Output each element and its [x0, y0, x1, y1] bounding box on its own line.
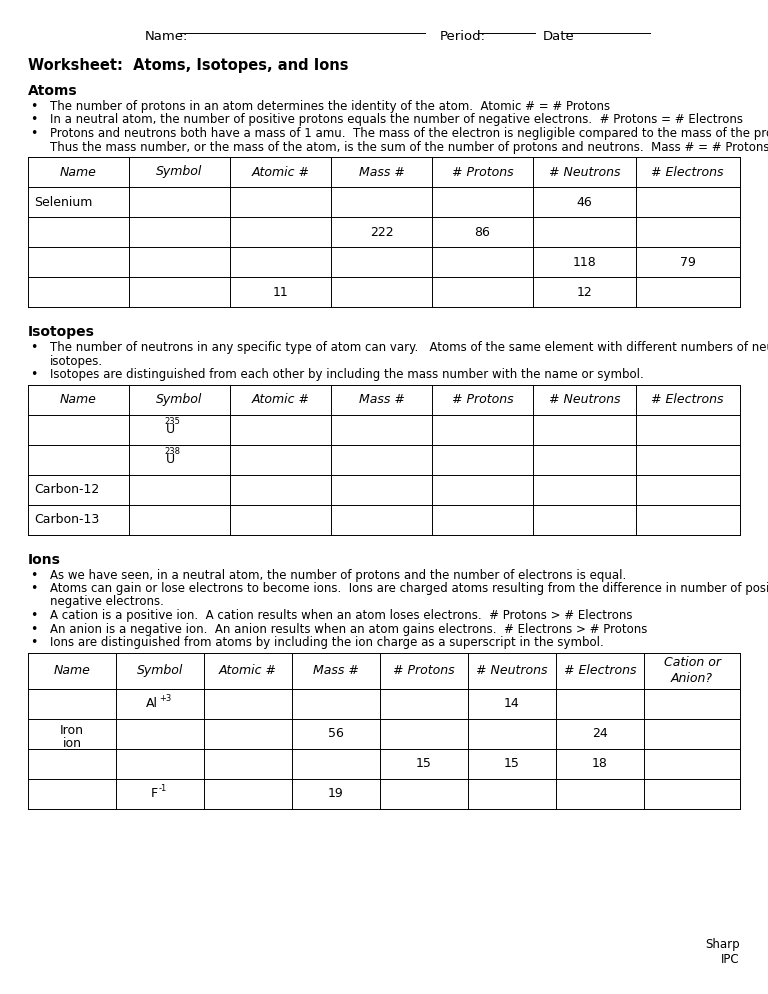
Text: •: • — [30, 569, 38, 581]
Text: •: • — [30, 113, 38, 126]
Text: Mass #: Mass # — [359, 165, 405, 179]
Text: Atoms: Atoms — [28, 84, 78, 98]
Text: Protons and neutrons both have a mass of 1 amu.  The mass of the electron is neg: Protons and neutrons both have a mass of… — [50, 127, 768, 140]
Text: 86: 86 — [475, 226, 491, 239]
Text: Carbon-12: Carbon-12 — [34, 483, 99, 496]
Text: A cation is a positive ion.  A cation results when an atom loses electrons.  # P: A cation is a positive ion. A cation res… — [50, 609, 633, 622]
Text: Atoms can gain or lose electrons to become ions.  Ions are charged atoms resulti: Atoms can gain or lose electrons to beco… — [50, 582, 768, 595]
Text: 12: 12 — [577, 285, 592, 298]
Text: Isotopes: Isotopes — [28, 325, 95, 339]
Text: Atomic #: Atomic # — [251, 393, 310, 406]
Text: Isotopes are distinguished from each other by including the mass number with the: Isotopes are distinguished from each oth… — [50, 368, 644, 381]
Text: Ions: Ions — [28, 553, 61, 567]
Text: An anion is a negative ion.  An anion results when an atom gains electrons.  # E: An anion is a negative ion. An anion res… — [50, 622, 647, 635]
Text: 15: 15 — [504, 757, 520, 770]
Text: -1: -1 — [159, 784, 167, 793]
Text: U: U — [167, 453, 175, 466]
Text: As we have seen, in a neutral atom, the number of protons and the number of elec: As we have seen, in a neutral atom, the … — [50, 569, 626, 581]
Text: Name:: Name: — [145, 30, 188, 43]
Text: Carbon-13: Carbon-13 — [34, 513, 99, 526]
Text: Name: Name — [54, 664, 91, 677]
Text: Sharp
IPC: Sharp IPC — [705, 938, 740, 966]
Text: U: U — [167, 423, 175, 436]
Text: •: • — [30, 341, 38, 354]
Text: •: • — [30, 609, 38, 622]
Text: In a neutral atom, the number of positive protons equals the number of negative : In a neutral atom, the number of positiv… — [50, 113, 743, 126]
Text: Selenium: Selenium — [34, 196, 92, 209]
Text: Al: Al — [146, 697, 158, 710]
Text: •: • — [30, 622, 38, 635]
Text: Worksheet:  Atoms, Isotopes, and Ions: Worksheet: Atoms, Isotopes, and Ions — [28, 58, 349, 73]
Text: 11: 11 — [273, 285, 288, 298]
Text: ion: ion — [62, 737, 81, 750]
Text: Mass #: Mass # — [313, 664, 359, 677]
Text: Cation or
Anion?: Cation or Anion? — [664, 656, 720, 685]
Text: Atomic #: Atomic # — [219, 664, 277, 677]
Text: Symbol: Symbol — [157, 393, 203, 406]
Text: •: • — [30, 368, 38, 381]
Text: Symbol: Symbol — [137, 664, 184, 677]
Text: # Neutrons: # Neutrons — [476, 664, 548, 677]
Text: Name: Name — [60, 393, 97, 406]
Text: Iron: Iron — [60, 724, 84, 737]
Text: Period:: Period: — [440, 30, 486, 43]
Text: 24: 24 — [592, 727, 608, 740]
Text: 79: 79 — [680, 255, 696, 268]
Text: The number of protons in an atom determines the identity of the atom.  Atomic # : The number of protons in an atom determi… — [50, 100, 610, 113]
Text: F: F — [151, 787, 158, 800]
Text: # Protons: # Protons — [393, 664, 455, 677]
Text: isotopes.: isotopes. — [50, 355, 103, 368]
Text: Name: Name — [60, 165, 97, 179]
Text: 235: 235 — [164, 416, 180, 425]
Text: •: • — [30, 636, 38, 649]
Text: 14: 14 — [504, 697, 520, 710]
Text: # Electrons: # Electrons — [651, 165, 723, 179]
Text: •: • — [30, 127, 38, 140]
Text: +3: +3 — [159, 694, 171, 703]
Text: # Neutrons: # Neutrons — [549, 165, 621, 179]
Text: •: • — [30, 100, 38, 113]
Text: •: • — [30, 582, 38, 595]
Text: # Protons: # Protons — [452, 393, 513, 406]
Text: Symbol: Symbol — [157, 165, 203, 179]
Text: Date: Date — [543, 30, 574, 43]
Text: # Neutrons: # Neutrons — [549, 393, 621, 406]
Text: 118: 118 — [573, 255, 597, 268]
Text: 56: 56 — [328, 727, 344, 740]
Text: # Electrons: # Electrons — [564, 664, 636, 677]
Text: 238: 238 — [164, 446, 180, 455]
Text: Ions are distinguished from atoms by including the ion charge as a superscript i: Ions are distinguished from atoms by inc… — [50, 636, 604, 649]
Text: 18: 18 — [592, 757, 608, 770]
Text: The number of neutrons in any specific type of atom can vary.   Atoms of the sam: The number of neutrons in any specific t… — [50, 341, 768, 354]
Text: 19: 19 — [328, 787, 344, 800]
Text: negative electrons.: negative electrons. — [50, 595, 164, 608]
Text: 15: 15 — [416, 757, 432, 770]
Text: 46: 46 — [577, 196, 592, 209]
Text: Thus the mass number, or the mass of the atom, is the sum of the number of proto: Thus the mass number, or the mass of the… — [50, 140, 768, 153]
Text: Mass #: Mass # — [359, 393, 405, 406]
Text: Atomic #: Atomic # — [251, 165, 310, 179]
Text: 222: 222 — [369, 226, 393, 239]
Text: # Protons: # Protons — [452, 165, 513, 179]
Text: # Electrons: # Electrons — [651, 393, 723, 406]
